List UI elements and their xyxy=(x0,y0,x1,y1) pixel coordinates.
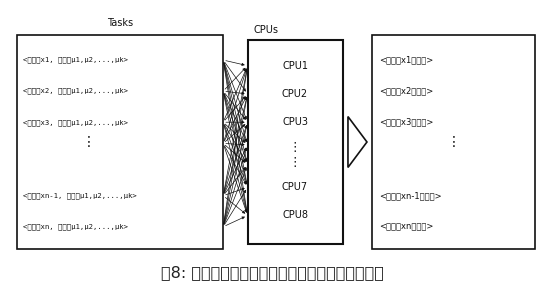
Text: CPU2: CPU2 xyxy=(282,89,308,99)
Text: 图8: 并行计算不同点和各个中心的距离和其所属类: 图8: 并行计算不同点和各个中心的距离和其所属类 xyxy=(160,266,384,281)
Text: <数据点x2所属类>: <数据点x2所属类> xyxy=(379,87,433,96)
Text: ⋮
⋮: ⋮ ⋮ xyxy=(289,141,301,169)
Bar xyxy=(248,40,343,244)
Text: <数据点xn-1所属类>: <数据点xn-1所属类> xyxy=(379,191,442,200)
Text: CPUs: CPUs xyxy=(253,25,278,35)
Text: ⋮: ⋮ xyxy=(447,135,461,149)
Text: CPU3: CPU3 xyxy=(282,117,308,127)
Text: <数据点x3所属类>: <数据点x3所属类> xyxy=(379,118,433,127)
Polygon shape xyxy=(348,116,367,168)
Bar xyxy=(17,35,223,249)
Text: ⋮: ⋮ xyxy=(82,135,96,149)
Text: <数据点x2, 类中心μ1,μ2,...,μk>: <数据点x2, 类中心μ1,μ2,...,μk> xyxy=(23,88,128,95)
Text: CPU8: CPU8 xyxy=(282,210,308,220)
Text: <数据点x1, 类中心μ1,μ2,...,μk>: <数据点x1, 类中心μ1,μ2,...,μk> xyxy=(23,57,128,63)
Text: <数据点xn, 类中心μ1,μ2,...,μk>: <数据点xn, 类中心μ1,μ2,...,μk> xyxy=(23,224,128,230)
Text: CPU1: CPU1 xyxy=(282,61,308,71)
Text: CPU7: CPU7 xyxy=(282,182,308,192)
Text: <数据点xn所属类>: <数据点xn所属类> xyxy=(379,222,433,231)
Bar xyxy=(373,35,535,249)
Text: <数据点xn-1, 类中心μ1,μ2,...,μk>: <数据点xn-1, 类中心μ1,μ2,...,μk> xyxy=(23,192,137,199)
Text: Tasks: Tasks xyxy=(107,18,133,28)
Text: <数据点x3, 类中心μ1,μ2,...,μk>: <数据点x3, 类中心μ1,μ2,...,μk> xyxy=(23,119,128,126)
Text: <数据点x1所属类>: <数据点x1所属类> xyxy=(379,56,433,64)
